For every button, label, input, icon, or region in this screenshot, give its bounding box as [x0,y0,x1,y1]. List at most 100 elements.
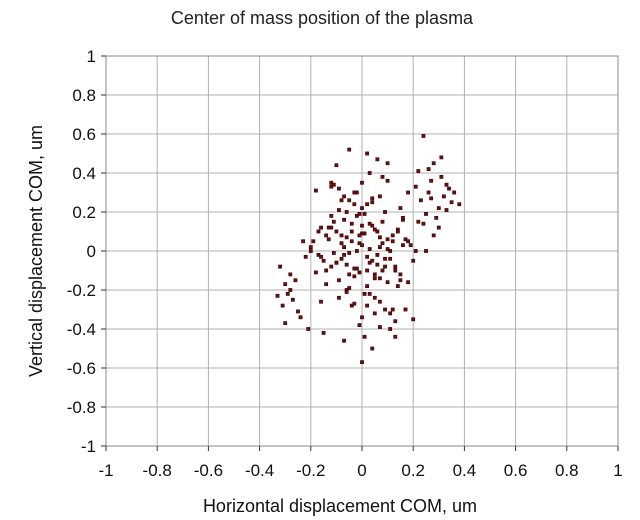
data-point [449,200,454,205]
data-point [375,262,380,267]
data-point [308,245,313,250]
data-point [403,237,408,242]
data-point [290,297,295,302]
y-tick-label: -0.6 [67,359,96,378]
data-point [411,317,416,322]
data-point [429,178,434,183]
data-point [393,334,398,339]
data-point [439,175,444,179]
data-point [339,256,344,261]
data-point [385,161,390,166]
data-point [349,229,354,234]
data-point [413,249,418,253]
data-point [444,208,449,212]
data-point [337,295,341,300]
data-point [383,210,387,214]
x-tick-label: 0.6 [504,461,528,480]
data-point [360,360,364,365]
data-point [321,258,326,263]
data-point [370,196,375,201]
data-point [331,182,336,187]
data-point [393,264,398,269]
data-point [344,290,349,294]
data-point [337,208,341,212]
data-point [357,233,362,238]
data-point [283,282,288,287]
data-point [288,288,293,292]
data-point [378,194,382,199]
data-point [378,299,382,304]
data-point [380,219,385,224]
data-point [378,276,382,281]
data-point [360,180,364,185]
x-tick-label: 0 [357,461,366,480]
data-point [390,307,395,312]
data-point [444,182,449,187]
data-point [403,307,408,312]
data-point [447,186,451,191]
data-point [452,190,457,195]
data-point [352,274,357,279]
y-tick-label: -1 [81,437,96,456]
data-point [429,196,434,201]
x-tick-label: -0.2 [296,461,325,480]
data-point [367,260,372,265]
data-point [393,319,398,324]
y-tick-label: -0.8 [67,398,96,417]
data-point [352,266,357,271]
data-point [418,198,423,203]
data-point [383,256,387,261]
data-point [354,249,359,253]
x-axis-label: Horizontal displacement COM, um [203,496,477,516]
data-point [334,229,339,234]
data-point [388,249,393,253]
data-point [365,268,370,273]
data-point [303,254,308,259]
data-point [457,202,462,207]
x-tick-label: -0.8 [143,461,172,480]
data-point [316,229,321,234]
data-point [370,346,375,351]
data-point [347,198,352,203]
data-point [431,233,436,238]
data-points [275,134,462,365]
data-point [337,186,341,191]
data-point [334,163,339,168]
data-point [352,301,357,306]
data-point [383,307,387,312]
data-point [293,278,298,283]
x-tick-label: -0.6 [194,461,223,480]
data-point [342,253,346,257]
data-point [378,245,382,250]
data-point [275,293,280,298]
data-point [375,157,380,162]
data-point [285,291,290,296]
data-point [390,239,395,244]
data-point [388,311,393,316]
data-point [329,180,334,185]
data-point [344,210,349,214]
data-point [349,221,354,226]
y-tick-label: 0.8 [72,86,96,105]
data-point [342,217,346,222]
data-point [319,225,323,230]
data-point [393,268,398,273]
data-point [349,303,354,308]
data-point [339,233,344,238]
data-point [362,212,367,216]
data-point [278,264,282,269]
data-point [280,303,285,308]
data-point [301,239,306,244]
y-tick-label: 0.6 [72,125,96,144]
data-point [362,291,367,296]
data-point [308,249,313,253]
data-point [329,214,334,218]
data-point [413,184,418,189]
data-point [362,231,367,236]
data-point [434,215,439,220]
data-point [395,229,400,234]
y-tick-label: 1 [87,47,96,66]
data-point [401,243,405,248]
